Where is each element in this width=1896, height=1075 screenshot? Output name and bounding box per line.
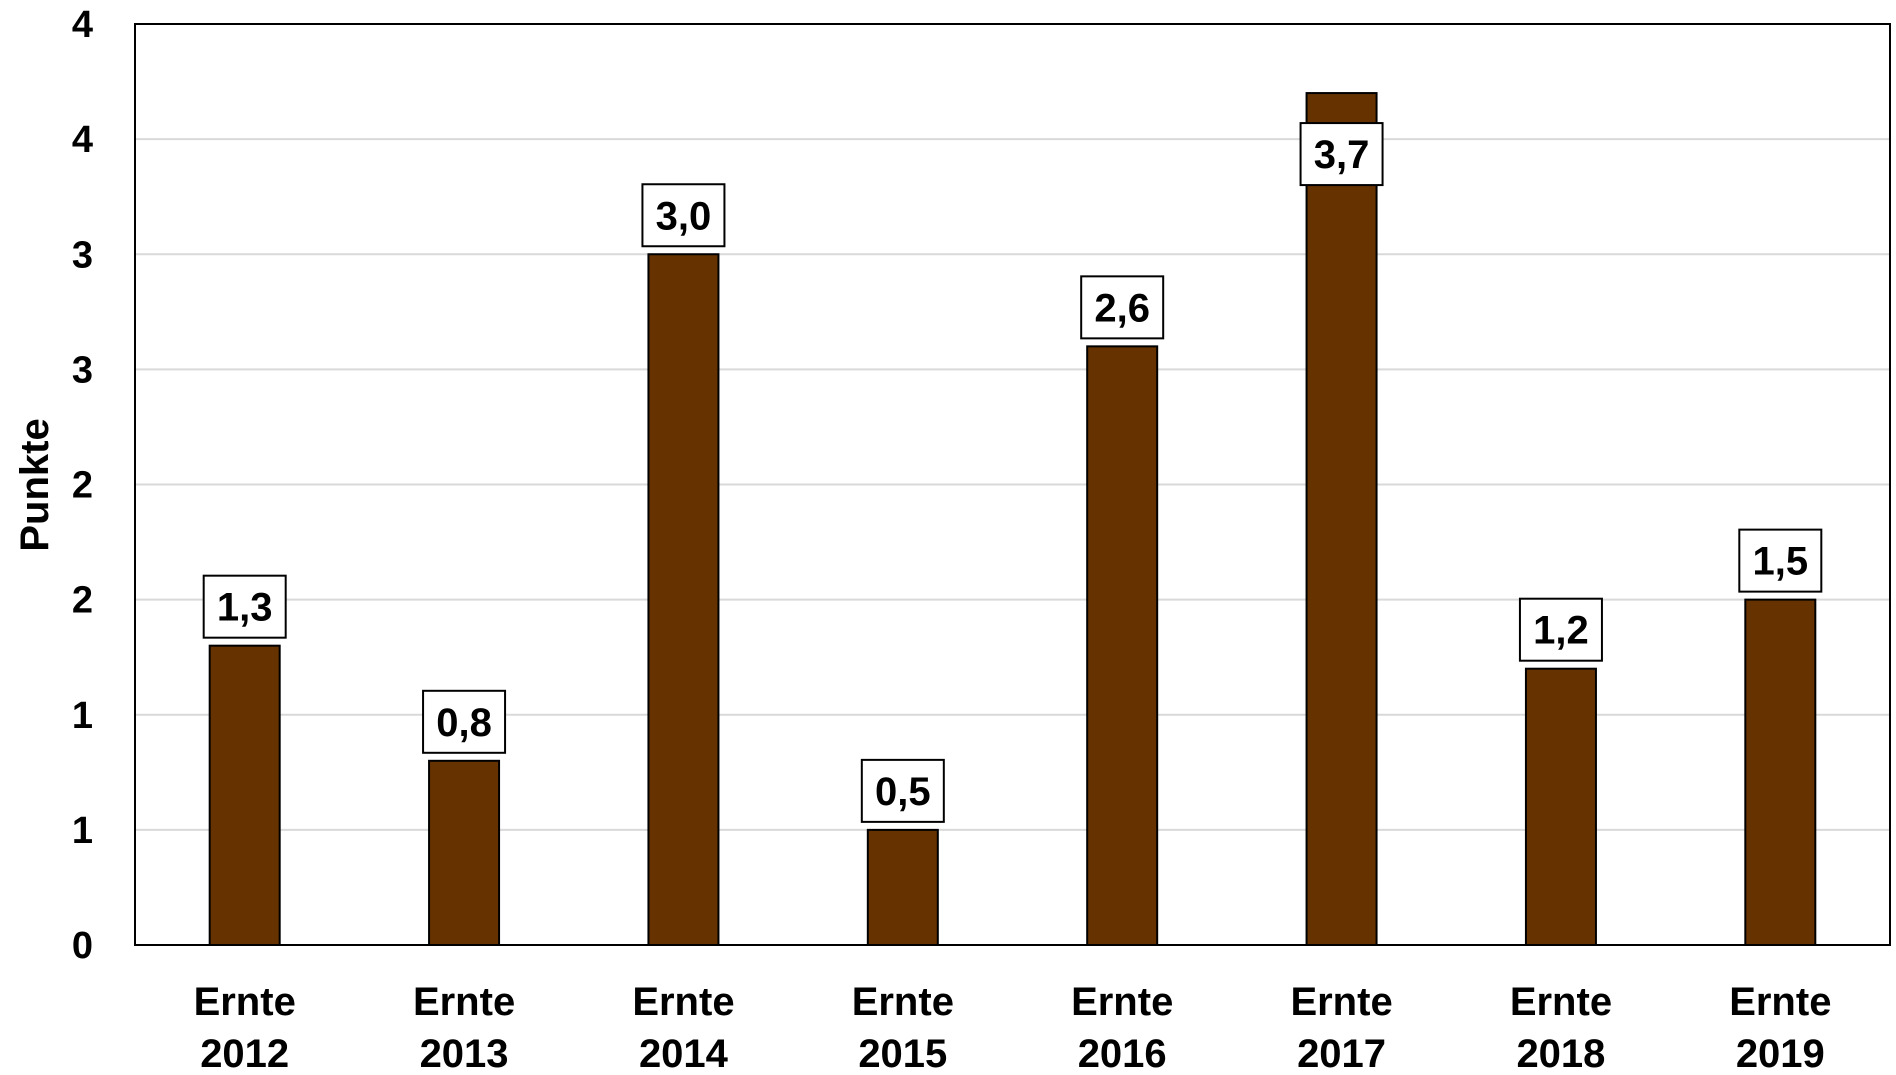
category-label: Ernte [1510,980,1612,1024]
category-label: Ernte [194,980,296,1024]
y-tick-label: 2 [72,465,93,507]
category-label: 2012 [200,1032,289,1075]
y-tick-label: 3 [72,349,93,391]
y-axis-title: Punkte [13,418,57,551]
data-label-box [202,574,287,639]
data-label: 1,3 [217,586,273,630]
category-label: Ernte [413,980,515,1024]
category-label: 2019 [1736,1032,1825,1075]
bar [208,644,281,946]
category-label: 2013 [420,1032,509,1075]
category-label: 2014 [639,1032,729,1075]
y-tick-label: 3 [72,234,93,276]
y-tick-labels: 0 1 1 2 2 3 3 4 4 [72,4,93,967]
plot-frame [134,23,1891,946]
y-tick-label: 0 [72,925,93,967]
bar [1744,598,1817,946]
data-label-box [1518,597,1603,662]
y-tick-label: 4 [72,4,93,46]
y-tick-label: 4 [72,119,93,161]
category-label: 2017 [1297,1032,1386,1075]
category-label: 2018 [1516,1032,1605,1075]
bar [1305,92,1378,946]
bar [1086,345,1159,947]
data-label: 0,5 [875,770,931,814]
data-label: 1,2 [1533,609,1589,653]
data-label: 0,8 [436,701,492,745]
bar [866,828,939,946]
category-label: Ernte [632,980,734,1024]
data-label: 2,6 [1094,286,1150,330]
gridlines [135,138,1890,831]
data-label: 3,0 [656,194,712,238]
category-label: 2016 [1078,1032,1167,1075]
bar [428,759,501,946]
category-labels: Ernte 2012 Ernte 2013 Ernte 2014 Ernte 2015 Ernt… [194,980,1832,1075]
y-tick-label: 1 [72,810,93,852]
category-label: 2015 [858,1032,947,1075]
category-label: Ernte [1071,980,1173,1024]
y-tick-label: 2 [72,580,93,622]
category-label: Ernte [1290,980,1392,1024]
category-label: Ernte [852,980,954,1024]
bars [208,92,1817,947]
data-labels: 1,3 0,8 3,0 0,5 2,6 3,7 1,2 1,5 [202,122,1823,823]
data-label: 3,7 [1314,133,1370,177]
data-label-box [1299,122,1384,187]
data-label-box [641,183,726,248]
bar [1524,667,1597,946]
category-label: Ernte [1729,980,1831,1024]
data-label: 1,5 [1753,540,1809,584]
data-label-box [422,689,507,754]
bar [647,253,720,946]
data-label-box [1080,275,1165,340]
data-label-box [1738,528,1823,593]
data-label-box [860,758,945,823]
y-tick-label: 1 [72,695,93,737]
